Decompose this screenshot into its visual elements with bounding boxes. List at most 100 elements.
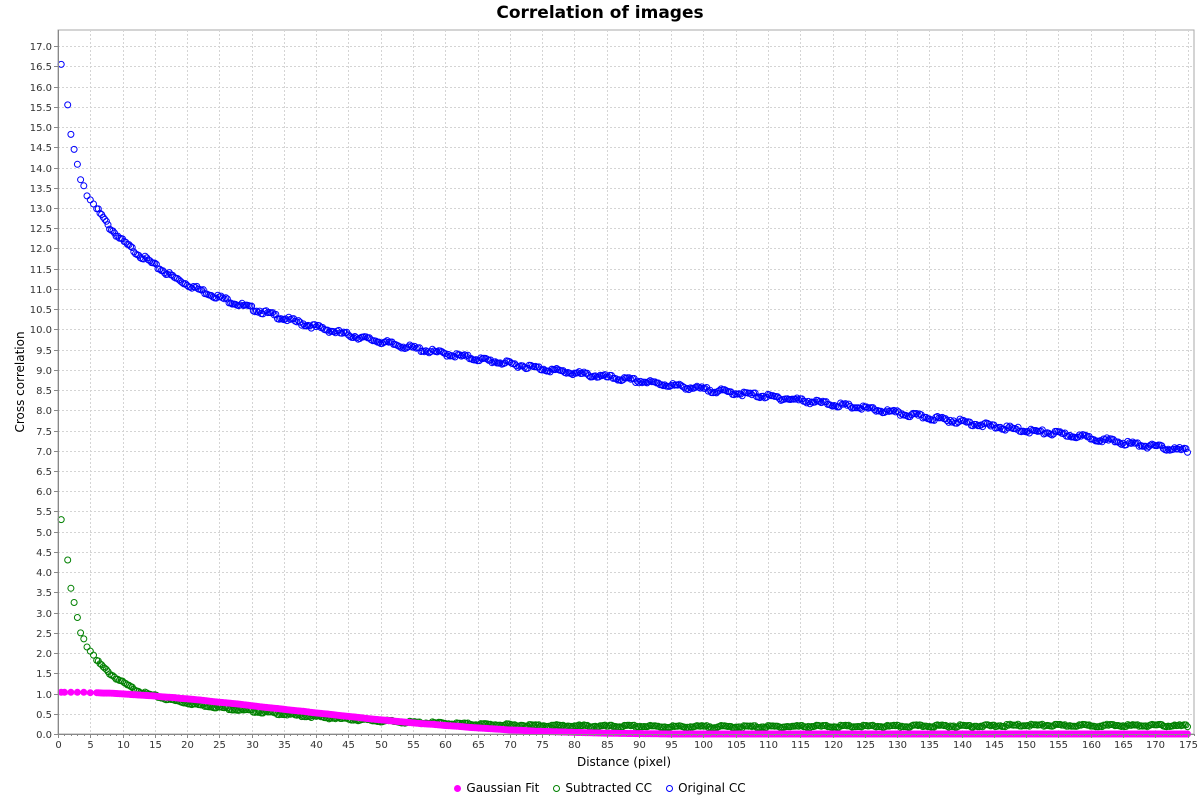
x-tick-label: 155	[1049, 740, 1068, 751]
data-point	[227, 299, 235, 307]
data-point	[80, 182, 88, 190]
x-tick-label: 70	[504, 740, 517, 751]
data-point	[67, 584, 75, 592]
data-point	[578, 369, 586, 377]
data-point	[70, 145, 78, 153]
x-tick-label: 85	[601, 740, 614, 751]
y-tick-label: 7.0	[36, 447, 52, 458]
data-point	[1117, 440, 1125, 448]
legend-label-subtracted-cc: Subtracted CC	[565, 781, 653, 795]
data-point	[569, 371, 577, 379]
data-point	[77, 629, 85, 637]
data-point	[1090, 436, 1098, 444]
x-tick-label: 175	[1179, 740, 1198, 751]
data-point	[472, 356, 480, 364]
x-tick-label: 5	[87, 740, 93, 751]
y-tick-label: 9.0	[36, 366, 52, 377]
x-tick-label: 165	[1114, 740, 1133, 751]
data-point	[101, 215, 109, 223]
data-point	[1176, 444, 1183, 451]
data-point	[882, 408, 890, 416]
data-point	[698, 383, 706, 391]
data-point	[1038, 720, 1046, 728]
data-point	[933, 413, 941, 420]
data-point	[396, 343, 404, 351]
data-point	[80, 688, 88, 696]
data-point	[883, 406, 891, 414]
y-tick-label: 5.5	[36, 507, 52, 518]
data-point	[1103, 434, 1111, 442]
data-point	[717, 385, 725, 393]
data-point	[73, 688, 81, 696]
y-tick-label: 0.5	[36, 710, 52, 721]
data-point	[846, 402, 854, 410]
data-point	[646, 377, 654, 385]
data-point	[311, 321, 319, 329]
x-tick-label: 80	[568, 740, 581, 751]
x-tick-label: 95	[665, 740, 678, 751]
data-point	[811, 722, 819, 730]
data-point	[445, 351, 452, 358]
x-tick-label: 15	[149, 740, 162, 751]
y-tick-label: 11.0	[30, 285, 52, 296]
data-point	[756, 394, 764, 402]
data-point	[759, 392, 767, 400]
data-point	[943, 417, 951, 425]
data-point	[127, 242, 135, 250]
x-tick-label: 40	[310, 740, 323, 751]
data-point	[67, 130, 75, 138]
y-tick-label: 2.0	[36, 649, 52, 660]
y-tick-label: 6.5	[36, 467, 52, 478]
y-tick-label: 16.0	[30, 83, 52, 94]
data-point	[835, 723, 843, 731]
data-point	[467, 355, 475, 362]
legend-marker-gaussian-fit	[454, 784, 462, 792]
data-point	[954, 722, 962, 730]
data-point	[293, 318, 301, 326]
data-point	[612, 375, 620, 383]
x-tick-label: 55	[407, 740, 420, 751]
data-point	[925, 415, 933, 423]
y-tick-label: 13.0	[30, 204, 52, 215]
x-tick-label: 10	[117, 740, 130, 751]
data-point	[1105, 436, 1112, 444]
data-point	[985, 420, 993, 428]
data-point	[80, 635, 88, 643]
data-point	[1164, 445, 1172, 453]
legend-item-original-cc: Original CC	[666, 781, 746, 795]
x-tick-label: 115	[791, 740, 810, 751]
y-tick-label: 12.0	[30, 244, 52, 255]
data-point	[1077, 432, 1085, 440]
data-point	[248, 302, 256, 310]
legend: Gaussian Fit Subtracted CC Original CC	[0, 778, 1200, 798]
data-point	[1184, 448, 1191, 456]
data-point	[188, 284, 196, 292]
data-point	[356, 335, 364, 342]
data-point	[1075, 431, 1083, 439]
data-point	[625, 374, 633, 382]
data-point	[1027, 425, 1035, 433]
data-point	[630, 721, 638, 729]
data-point	[1025, 722, 1033, 730]
legend-label-gaussian-fit: Gaussian Fit	[466, 781, 540, 795]
x-tick-label: 50	[375, 740, 388, 751]
data-point	[491, 358, 499, 366]
data-point	[199, 286, 207, 294]
data-point	[893, 407, 901, 415]
data-point	[837, 399, 845, 407]
data-point	[236, 301, 244, 309]
data-point	[128, 244, 136, 251]
data-point	[1182, 445, 1190, 453]
y-tick-label: 15.5	[30, 103, 52, 114]
data-point	[282, 315, 289, 323]
chart-title: Correlation of images	[496, 3, 704, 23]
data-point	[595, 373, 603, 381]
data-point	[312, 323, 320, 331]
data-point	[882, 722, 890, 730]
data-point	[746, 389, 754, 397]
data-point	[706, 723, 714, 731]
data-point	[775, 395, 783, 402]
data-point	[1013, 721, 1020, 729]
data-point	[294, 317, 302, 325]
data-point	[938, 413, 946, 421]
